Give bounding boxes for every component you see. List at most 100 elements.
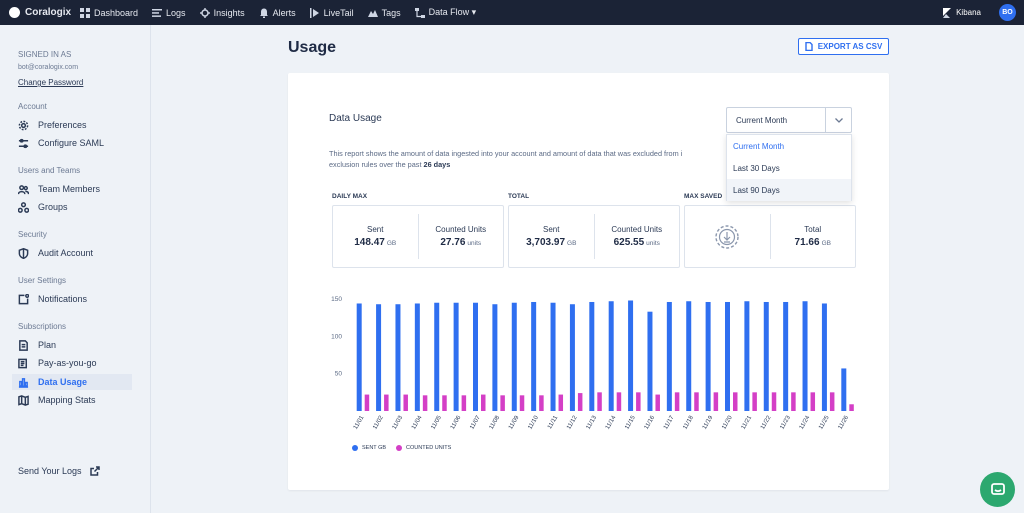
section-user-settings: User Settings [18,276,67,285]
chevron-down-icon[interactable] [825,108,851,132]
sidebar-item-label: Team Members [38,184,101,194]
nav-dashboard-label: Dashboard [94,7,139,18]
bar-sent-gb [821,303,827,411]
shield-icon [18,247,29,259]
gear-icon [18,120,29,130]
daily-max-label: DAILY MAX [332,193,368,200]
max-saved-total: Total 71.66 GB [769,214,856,259]
max-saved-box: Total 71.66 GB [684,205,856,268]
brand-logo[interactable]: Coralogix [0,7,80,18]
period-select-value: Current Month [736,115,788,125]
stat-value: 27.76 units [440,237,481,248]
sidebar-item-notifications[interactable]: Notifications [18,291,132,307]
bar-sent-gb [453,302,459,411]
brand-name: Coralogix [25,7,72,18]
gear-illustration-icon [715,224,739,249]
export-csv-label: EXPORT AS CSV [817,42,883,51]
map-icon [18,394,29,406]
nav-dataflow-label: Data Flow ▾ [428,7,477,17]
total-box: Sent 3,703.97 GB Counted Units 625.55 unit… [508,205,680,268]
section-account: Account [18,102,47,111]
bar-counted-units [384,394,389,411]
export-csv-button[interactable]: EXPORT AS CSV [798,38,889,55]
sidebar-item-label: Plan [38,340,57,350]
sidebar-item-audit-account[interactable]: Audit Account [18,245,132,261]
x-tick-label: 11/22 [760,414,773,430]
dropdown-option-last-90-days[interactable]: Last 90 Days [727,179,851,201]
card-icon [18,358,27,368]
legend-sent-label: SENT GB [362,445,387,451]
sidebar-item-data-usage[interactable]: Data Usage [12,374,132,390]
nav-alerts[interactable]: Alerts [259,8,296,18]
desc-days: 26 days [423,160,451,169]
period-select[interactable]: Current Month [726,107,852,133]
x-tick-label: 11/03 [392,414,405,430]
signed-in-email: bot@coralogix.com [18,64,79,71]
bar-counted-units [500,395,505,411]
nav-tags-label: Tags [381,7,401,18]
sidebar-item-pay-as-you-go[interactable]: Pay-as-you-go [18,355,132,371]
page-title: Usage [288,39,337,56]
nav-dashboard[interactable]: Dashboard [80,7,139,18]
bar-counted-units [422,395,428,411]
sidebar-item-team-members[interactable]: Team Members [18,181,132,197]
chat-support-button[interactable] [980,472,1015,507]
desc-suffix: exclusion rules over the past [329,160,424,169]
bar-sent-gb [725,301,730,411]
sidebar-item-mapping-stats[interactable]: Mapping Stats [18,392,132,408]
sidebar: SIGNED IN AS bot@coralogix.com Change Pa… [0,25,151,513]
report-description: This report shows the amount of data ing… [329,148,729,170]
desc-prefix: This report shows the amount of data ing… [329,149,683,158]
bar-sent-gb [550,302,556,411]
notification-icon [18,293,29,304]
bar-counted-units [655,394,660,411]
kibana-link[interactable]: Kibana [942,7,981,18]
usage-card: Data Usage Current Month This report sho… [288,73,889,490]
stat-unit: GB [567,240,577,247]
send-your-logs-link[interactable]: Send Your Logs [18,466,100,476]
sidebar-item-configure-saml[interactable]: Configure SAML [18,135,132,151]
sidebar-item-preferences[interactable]: Preferences [18,117,132,133]
legend-sent[interactable]: SENT GB [352,445,386,451]
nav-logs[interactable]: Logs [152,8,186,18]
section-security: Security [18,230,47,239]
change-password-link[interactable]: Change Password [18,78,84,87]
signed-in-label: SIGNED IN AS [18,50,72,59]
x-tick-label: 11/13 [586,414,599,430]
nav-right: Kibana BO [942,0,1016,25]
x-tick-label: 11/18 [682,414,695,430]
stat-value: 3,703.97 GB [526,237,576,248]
sidebar-item-plan[interactable]: Plan [18,337,132,353]
bar-sent-gb [608,301,614,411]
avatar[interactable]: BO [999,4,1016,21]
stat-unit: units [646,240,660,247]
x-tick-label: 11/09 [508,414,521,430]
legend-sent-swatch [352,445,358,451]
bar-counted-units [849,404,854,411]
sidebar-item-label: Audit Account [38,248,94,258]
bar-counted-units [597,392,602,411]
bar-chart-icon [18,377,29,388]
document-icon [19,339,28,351]
nav-insights[interactable]: Insights [199,7,245,18]
sidebar-item-label: Notifications [38,294,88,304]
total-sent: Sent 3,703.97 GB [509,206,594,267]
x-tick-label: 11/11 [547,414,560,430]
nav-dataflow[interactable]: Data Flow ▾ [414,7,477,18]
nav-livetail[interactable]: LiveTail [309,7,354,18]
send-logs-label: Send Your Logs [18,466,82,476]
sidebar-item-groups[interactable]: Groups [18,199,132,215]
nav-tags[interactable]: Tags [367,7,401,18]
stat-number: 148.47 [354,237,385,248]
bar-counted-units [519,395,525,411]
x-tick-label: 11/17 [663,414,676,430]
bell-icon [259,8,268,18]
period-dropdown: Current Month Last 30 Days Last 90 Days [726,134,852,201]
chat-icon [990,482,1005,495]
dropdown-option-last-30-days[interactable]: Last 30 Days [733,163,780,173]
total-counted: Counted Units 625.55 units [593,214,680,259]
legend-counted[interactable]: COUNTED UNITS [396,445,451,451]
stat-number: 71.66 [794,237,820,248]
dropdown-option-current-month[interactable]: Current Month [733,141,785,151]
sidebar-item-label: Preferences [38,120,87,130]
